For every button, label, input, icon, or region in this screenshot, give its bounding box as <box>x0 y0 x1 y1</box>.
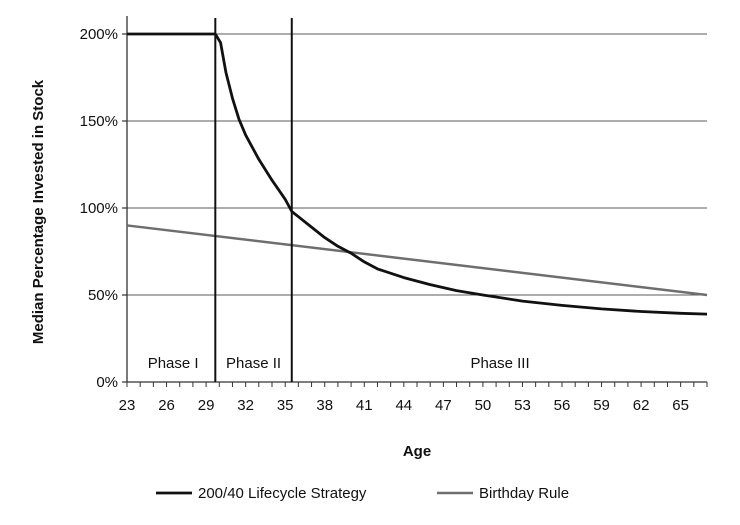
legend-entry-lifecycle-label: 200/40 Lifecycle Strategy <box>198 485 367 502</box>
x-tick-label: 38 <box>316 397 333 414</box>
series-line-birthday-rule <box>126 224 708 297</box>
y-axis-title: Median Percentage Invested in Stock <box>30 79 47 344</box>
legend-layer: 200/40 Lifecycle Strategy Birthday Rule <box>156 485 569 502</box>
x-tick-label: 29 <box>198 397 215 414</box>
x-tick-label: 32 <box>237 397 254 414</box>
x-tick-label: 59 <box>593 397 610 414</box>
x-tick-label: 35 <box>277 397 294 414</box>
x-tick-label: 26 <box>158 397 175 414</box>
label-layer: 0% 50% 100% 150% 200% 23 26 29 32 35 38 41 44 47 50 53 5… <box>30 26 689 460</box>
axis-layer <box>122 16 708 387</box>
x-tick-label: 23 <box>119 397 136 414</box>
x-tick-label: 50 <box>475 397 492 414</box>
series-line-lifecycle <box>127 32 708 316</box>
x-tick-label: 62 <box>633 397 650 414</box>
grid-layer <box>127 33 707 296</box>
y-tick-label: 150% <box>80 113 118 130</box>
phase-label: Phase II <box>226 355 281 372</box>
y-tick-label: 0% <box>96 374 118 391</box>
x-tick-label: 41 <box>356 397 373 414</box>
y-tick-label: 200% <box>80 26 118 43</box>
phase-label: Phase III <box>470 355 529 372</box>
x-tick-label: 53 <box>514 397 531 414</box>
x-tick-label: 47 <box>435 397 452 414</box>
x-axis-title: Age <box>403 443 431 460</box>
x-tick-label: 56 <box>554 397 571 414</box>
legend-entry-birthday-rule-label: Birthday Rule <box>479 485 569 502</box>
y-tick-label: 100% <box>80 200 118 217</box>
x-tick-label: 44 <box>395 397 412 414</box>
phase-label: Phase I <box>148 355 199 372</box>
y-tick-label: 50% <box>88 287 118 304</box>
x-tick-label: 65 <box>672 397 689 414</box>
series-layer <box>126 32 708 316</box>
phase-layer <box>214 18 293 382</box>
